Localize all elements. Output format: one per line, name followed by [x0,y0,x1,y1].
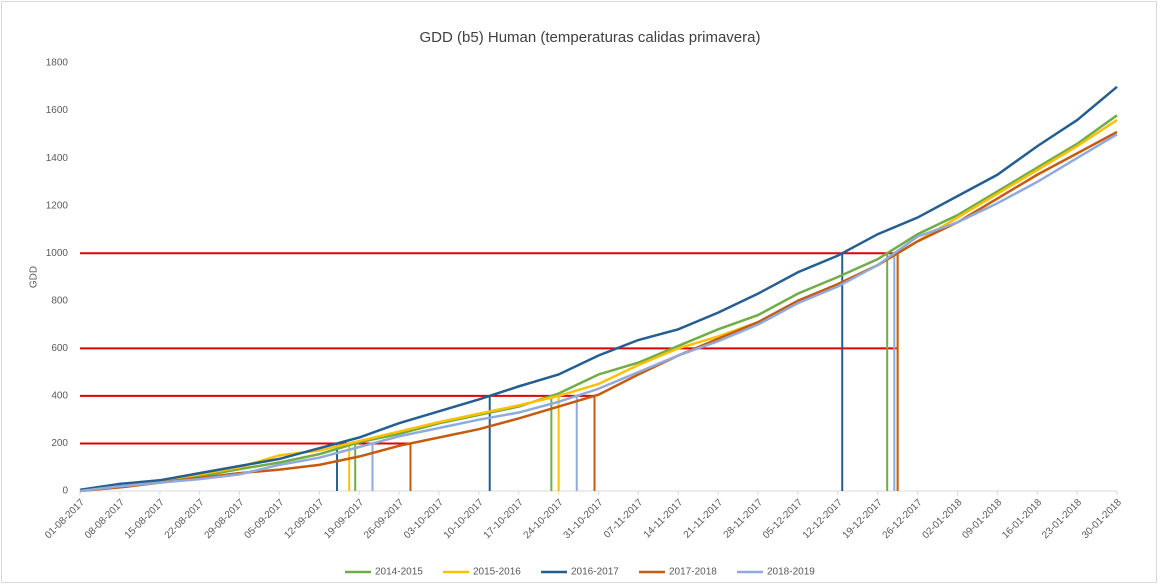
y-axis-label: GDD [29,266,40,288]
legend-label: 2016-2017 [571,567,619,578]
y-tick-label: 800 [51,295,68,306]
y-tick-label: 400 [51,391,68,402]
series-line [79,133,1118,493]
y-tick-label: 200 [51,438,68,449]
legend-label: 2018-2019 [767,567,815,578]
y-tick-label: 1200 [46,200,69,211]
y-tick-label: 1400 [46,153,69,164]
series-line [79,85,1118,492]
legend-label: 2017-2018 [669,567,717,578]
series-line [79,114,1118,492]
y-tick-label: 1000 [46,248,69,259]
y-tick-label: 600 [51,343,68,354]
y-tick-label: 1800 [46,58,69,69]
legend-label: 2014-2015 [375,567,423,578]
legend-label: 2015-2016 [473,567,521,578]
y-tick-label: 0 [62,486,68,497]
chart-title: GDD (b5) Human (temperaturas calidas pri… [420,29,761,46]
y-tick-label: 1600 [46,105,69,116]
